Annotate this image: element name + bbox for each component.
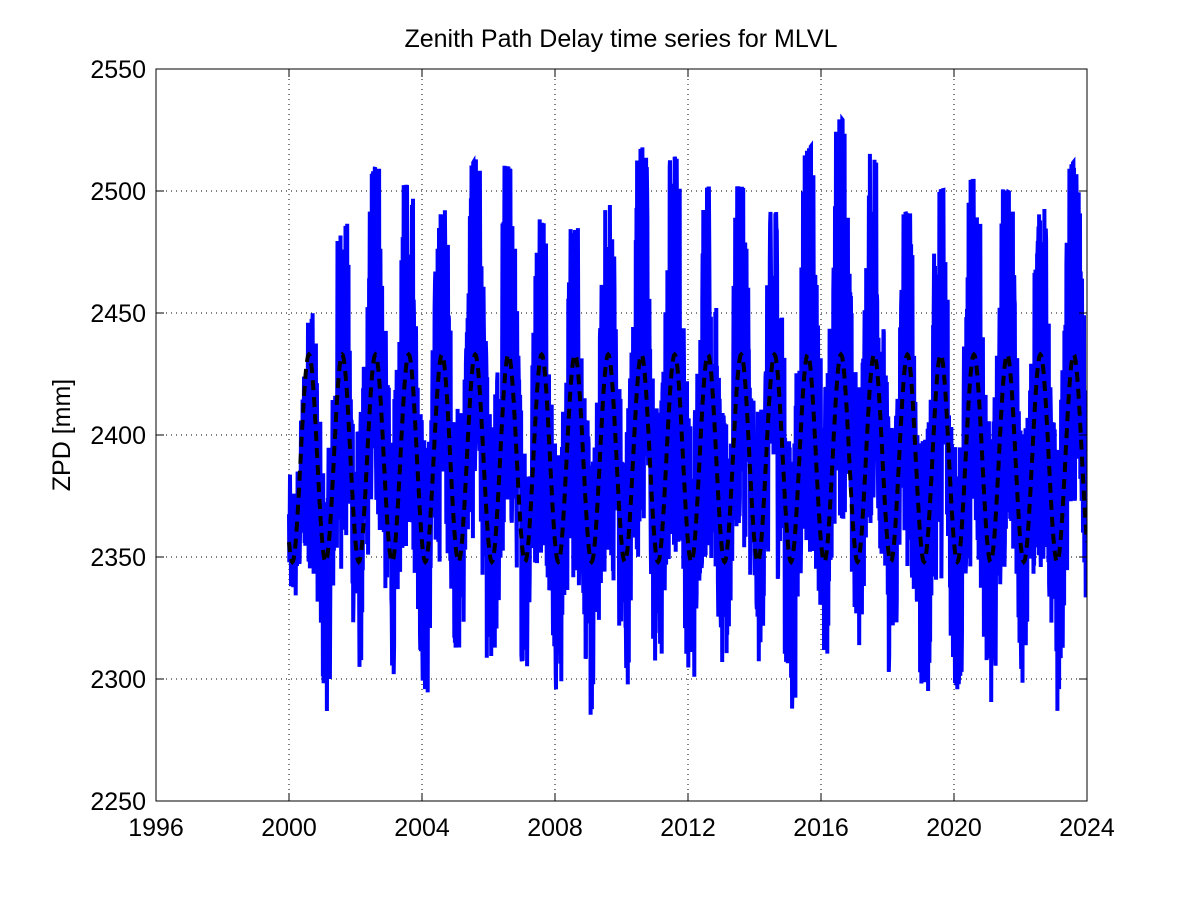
x-tick-label: 2012 bbox=[660, 814, 716, 842]
series-observed-line bbox=[287, 113, 1087, 715]
x-tick-label: 2016 bbox=[793, 814, 849, 842]
y-tick-label: 2250 bbox=[90, 788, 146, 816]
x-tick-label: 1996 bbox=[128, 814, 184, 842]
y-tick-label: 2350 bbox=[90, 544, 146, 572]
x-tick-label: 2008 bbox=[527, 814, 583, 842]
y-tick-label: 2550 bbox=[90, 56, 146, 84]
x-tick-label: 2004 bbox=[394, 814, 450, 842]
x-tick-label: 2024 bbox=[1059, 814, 1115, 842]
y-axis-label: ZPD [mm] bbox=[48, 379, 76, 492]
y-tick-label: 2300 bbox=[90, 666, 146, 694]
y-tick-label: 2500 bbox=[90, 178, 146, 206]
y-tick-label: 2400 bbox=[90, 422, 146, 450]
series-model-line bbox=[287, 351, 1087, 566]
x-tick-label: 2000 bbox=[261, 814, 317, 842]
axis-ticks: 1996 2000 2004 2008 2012 2016 2020 2024 2250 2300… bbox=[90, 56, 1115, 842]
plot-area bbox=[287, 113, 1087, 715]
chart-title: Zenith Path Delay time series for MLVL bbox=[404, 25, 837, 53]
y-tick-label: 2450 bbox=[90, 300, 146, 328]
x-tick-label: 2020 bbox=[926, 814, 982, 842]
